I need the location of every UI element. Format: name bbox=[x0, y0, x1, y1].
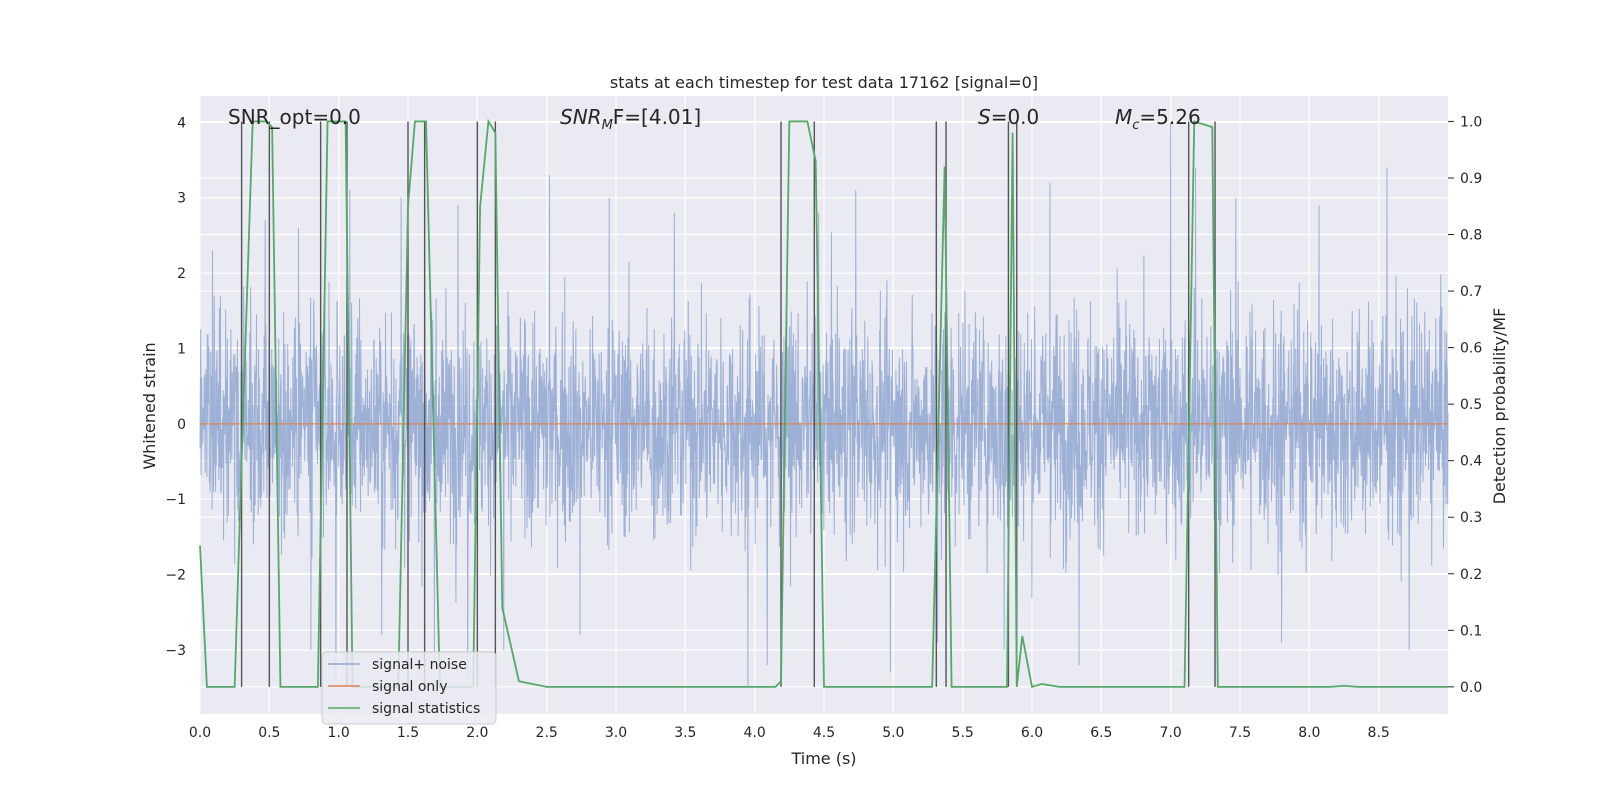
y-tick-label: −2 bbox=[165, 568, 186, 584]
annotation-snr-opt: SNR_opt=0.0 bbox=[228, 105, 361, 129]
x-axis-ticks: 0.0 0.5 1.0 1.5 2.0 2.5 3.0 3.5 4.0 4.5 5.0 5.5 6.0 6… bbox=[189, 725, 1390, 741]
x-tick-label: 2.5 bbox=[536, 725, 558, 741]
signal-statistics-line bbox=[199, 118, 1448, 689]
y-tick-label: −1 bbox=[165, 492, 186, 508]
y-tick-label: 0 bbox=[177, 417, 186, 433]
y-tick-label: 3 bbox=[177, 191, 186, 207]
y-tick-label: −3 bbox=[165, 643, 186, 659]
x-tick-label: 6.0 bbox=[1021, 725, 1043, 741]
y-tick-label: 1 bbox=[177, 341, 186, 357]
x-tick-label: 7.5 bbox=[1229, 725, 1251, 741]
legend-box bbox=[321, 651, 497, 725]
y-right-tick-label: 0.1 bbox=[1460, 623, 1482, 639]
annotation-s: S=0.0 bbox=[978, 105, 1039, 129]
y-right-tick-label: 0.3 bbox=[1460, 510, 1482, 526]
x-tick-label: 5.0 bbox=[882, 725, 904, 741]
x-tick-label: 1.0 bbox=[328, 725, 350, 741]
y-right-axis-label: Detection probability/MF bbox=[1490, 308, 1509, 505]
y-right-tick-label: 0.5 bbox=[1460, 397, 1482, 413]
y-tick-label: 2 bbox=[177, 266, 186, 282]
x-tick-label: 3.0 bbox=[605, 725, 627, 741]
y-right-tick-label: 0.9 bbox=[1460, 171, 1482, 187]
y-right-tick-label: 0.4 bbox=[1460, 454, 1482, 470]
x-tick-label: 3.5 bbox=[674, 725, 696, 741]
legend-label-signal-only: signal only bbox=[372, 679, 447, 695]
x-tick-label: 8.0 bbox=[1298, 725, 1320, 741]
x-tick-label: 6.5 bbox=[1090, 725, 1112, 741]
y-right-tick-label: 0.7 bbox=[1460, 284, 1482, 300]
legend-label-signal-statistics: signal statistics bbox=[372, 701, 480, 717]
annotation-snr-mf: SNRMF=[4.01] bbox=[560, 105, 701, 133]
legend: signal+ noise signal only signal statist… bbox=[321, 651, 497, 725]
y-right-tick-label: 1.0 bbox=[1460, 114, 1482, 130]
x-tick-label: 8.5 bbox=[1368, 725, 1390, 741]
y-right-tick-label: 0.6 bbox=[1460, 341, 1482, 357]
x-tick-label: 4.0 bbox=[744, 725, 766, 741]
x-tick-label: 0.5 bbox=[258, 725, 280, 741]
y-right-tick-label: 0.2 bbox=[1460, 567, 1482, 583]
y-right-tick-label: 0.8 bbox=[1460, 228, 1482, 244]
y-axis-ticks: −3 −2 −1 0 1 2 3 4 bbox=[165, 115, 186, 659]
x-tick-label: 4.5 bbox=[813, 725, 835, 741]
y-right-tick-label: 0.0 bbox=[1460, 680, 1482, 696]
x-tick-label: 5.5 bbox=[952, 725, 974, 741]
annotation-mc: Mc=5.26 bbox=[1115, 105, 1201, 133]
x-tick-label: 7.0 bbox=[1160, 725, 1182, 741]
chart-title: stats at each timestep for test data 171… bbox=[610, 73, 1038, 92]
x-tick-label: 2.0 bbox=[466, 725, 488, 741]
y-tick-label: 4 bbox=[177, 115, 186, 131]
y-axis-label: Whitened strain bbox=[140, 342, 159, 469]
x-axis-label: Time (s) bbox=[790, 749, 856, 768]
x-tick-label: 1.5 bbox=[397, 725, 419, 741]
y-right-axis-ticks: 0.0 0.1 0.2 0.3 0.4 0.5 0.6 0.7 0.8 0.9 1.0 bbox=[1448, 114, 1482, 696]
legend-label-signal-noise: signal+ noise bbox=[372, 657, 467, 673]
x-tick-label: 0.0 bbox=[189, 725, 211, 741]
signal-statistics-series bbox=[199, 118, 1448, 689]
